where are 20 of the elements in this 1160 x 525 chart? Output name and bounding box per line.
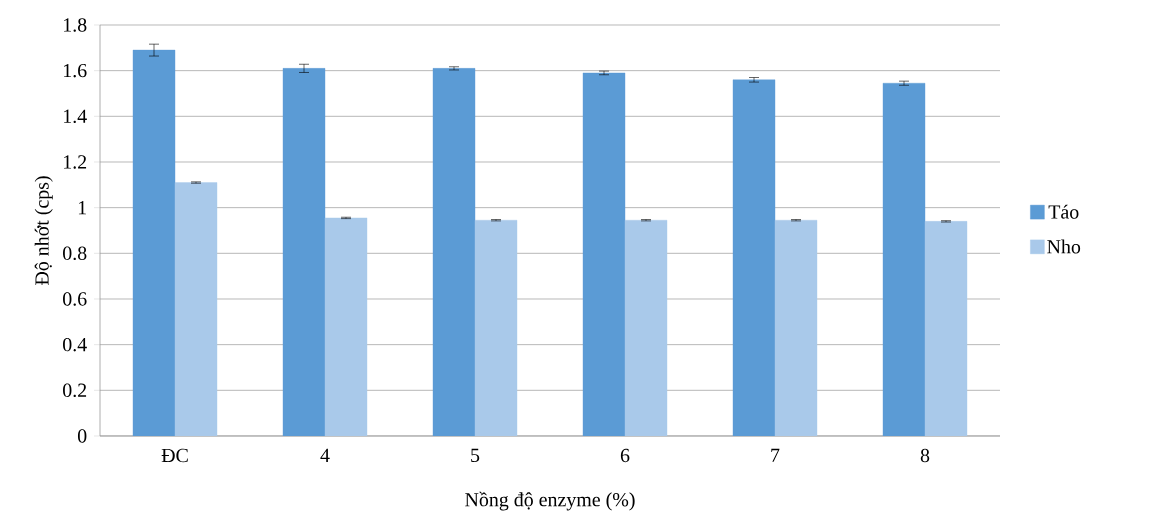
legend-label: Nho — [1047, 239, 1081, 254]
x-tick-label: ĐC — [161, 448, 188, 463]
x-tick-label: 8 — [920, 448, 930, 463]
y-tick-label: 1.6 — [64, 63, 87, 78]
y-tick-label: 0 — [77, 429, 87, 443]
y-axis-title: Độ nhớt (cps) — [34, 176, 53, 286]
y-tick-label: 1.2 — [64, 155, 87, 169]
x-tick-label: 4 — [320, 448, 330, 462]
y-tick-label: 1.4 — [64, 109, 87, 124]
x-axis-title: Nồng độ enzyme (%) — [465, 491, 635, 511]
y-tick-label: 1.8 — [64, 18, 87, 32]
y-tick-label: 0.2 — [63, 383, 87, 398]
y-tick-label: 0.8 — [63, 246, 87, 261]
y-tick-label: 0.4 — [63, 337, 87, 352]
legend-label: Táo — [1048, 204, 1079, 219]
x-tick-label: 6 — [620, 448, 630, 463]
y-tick-label: 1 — [78, 201, 86, 215]
y-tick-label: 0.6 — [63, 292, 87, 306]
x-tick-label: 5 — [471, 448, 480, 463]
x-tick-label: 7 — [771, 448, 780, 462]
